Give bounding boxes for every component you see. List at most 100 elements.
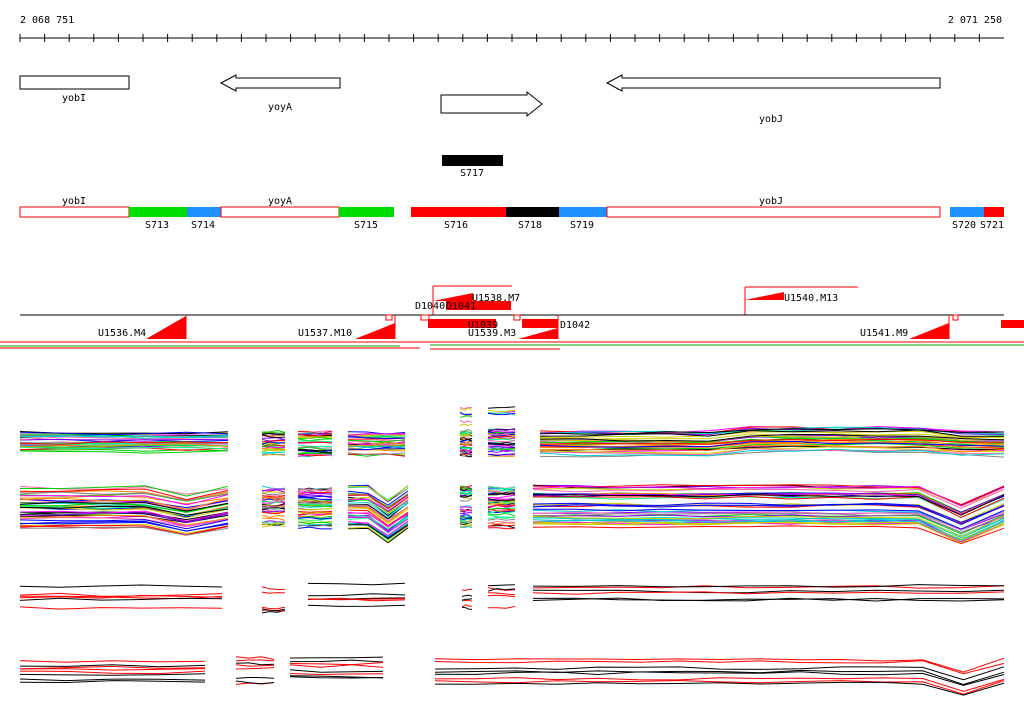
segment-S715[interactable] [339,207,394,217]
segment-S720[interactable] [950,207,984,217]
expr-panel-2-line [347,516,409,533]
expr-panel-1-col-line [459,411,473,416]
expr-panel-2-line [459,485,473,488]
expr-panel-1-line [539,444,1005,453]
expr-panel-2-line [19,491,229,501]
expr-panel-4-line [434,669,1005,686]
expr-panel-1-line [347,433,406,437]
gene-yobI[interactable] [19,75,130,90]
expr-panel-1-line [347,433,406,437]
element-label-S717: S717 [460,168,484,179]
expr-panel-4-line [434,679,1005,695]
expr-panel-2-line [20,485,229,497]
segment-label-S719: S719 [570,220,594,231]
expr-panel-1-line [297,444,333,447]
expr-panel-2-line [19,488,229,501]
expr-panel-1-col-line [459,429,473,432]
expr-panel-3-line [487,584,516,587]
expr-panel-2-line [487,527,516,530]
expr-panel-1-col-line [459,407,473,412]
feature-edge-block[interactable] [1001,320,1024,328]
feature-U1039-block[interactable] [428,319,496,328]
expr-panel-4-line [19,680,206,684]
expr-panel-3-line [461,588,473,592]
expr-panel-2-line [487,501,516,505]
segment-label-yoyA: yoyA [268,196,292,207]
expr-panel-2-line [261,522,286,526]
expr-panel-1-line [297,433,333,437]
feature-U1537-M10-ramp[interactable] [355,323,395,339]
segment-S713[interactable] [129,207,187,217]
expr-panel-3-line [532,585,1005,589]
expr-panel-2-line [532,488,1005,509]
expr-panel-1-line [19,436,229,441]
expr-panel-1-line [19,441,229,445]
expr-panel-2-line [532,511,1005,531]
expr-panel-3-line [487,594,516,598]
expr-panel-2-line [19,485,229,495]
expr-panel-1-line [297,436,333,440]
segment-S718[interactable] [506,207,559,217]
expr-panel-2-line [459,498,473,502]
expr-panel-2-line [532,515,1005,538]
expr-panel-3-line [261,606,286,610]
feature-U1538-M7-ramp[interactable] [433,293,473,301]
expr-panel-3-line [532,589,1005,594]
element-S717[interactable] [442,155,503,166]
segment-yoyA[interactable] [220,206,340,218]
segment-S714[interactable] [187,207,221,217]
feature-label-D1040: D1040 [415,301,445,312]
expr-panel-2-line [487,492,516,496]
expr-panel-3-line [532,597,1005,602]
expr-panel-2-line [487,500,516,504]
gene-yoyA[interactable] [219,74,341,92]
expr-panel-1-col-line [487,447,516,450]
expr-panel-2-line [261,506,286,509]
expr-panel-2-line [347,506,409,524]
gene-yobJ[interactable] [605,74,941,92]
segment-yobI[interactable] [19,206,130,218]
expr-panel-2-line [19,510,229,522]
expr-panel-2-line [19,505,229,516]
segment-S721[interactable] [984,207,1004,217]
expr-panel-1-line [261,449,286,452]
expr-panel-4-line [19,673,206,676]
feature-U1541-M9-ramp[interactable] [909,323,949,339]
expr-panel-2-line [532,517,1005,539]
expr-panel-3-line [19,584,223,588]
expr-panel-4-line [289,669,384,673]
segment-S719[interactable] [559,207,607,217]
expr-panel-1-line [539,442,1005,451]
expr-panel-1-line [539,440,1005,448]
expr-panel-4-line [289,656,384,659]
feature-D1042-block[interactable] [522,319,558,328]
expr-panel-2-line [19,526,229,536]
expr-panel-4-line [289,662,384,666]
expr-panel-3-line [261,586,286,591]
segment-yobJ[interactable] [606,206,941,218]
feature-U1539-M3-ramp[interactable] [518,328,558,339]
expr-panel-3-line [307,593,406,597]
expr-panel-2-line [532,485,1005,507]
expr-panel-2-line [261,489,286,493]
expr-panel-2-line [261,511,286,515]
feature-small-box-4 [952,314,959,321]
expr-panel-2-line [459,515,473,519]
gene-forward-arrow[interactable] [440,90,543,118]
feature-D1041-block[interactable] [446,301,511,310]
expr-panel-2-line [459,485,473,490]
expr-panel-1-col-line [459,415,473,419]
expr-panel-2-line [19,524,229,536]
expr-panel-1-col-line [459,433,472,436]
expr-panel-1-line [487,434,516,438]
expr-panel-3-line [307,598,406,601]
expr-panel-2-line [297,518,333,521]
segment-S716[interactable] [411,207,506,217]
feature-U1536-M4-ramp[interactable] [146,316,186,339]
feature-U1540-M13-ramp[interactable] [745,292,784,300]
expr-panel-4-line [434,657,1005,673]
expr-panel-3-line [19,606,223,610]
expr-panel-1-col-line [487,406,516,409]
expr-panel-2-line [487,523,516,527]
expr-panel-4-line [235,659,275,662]
